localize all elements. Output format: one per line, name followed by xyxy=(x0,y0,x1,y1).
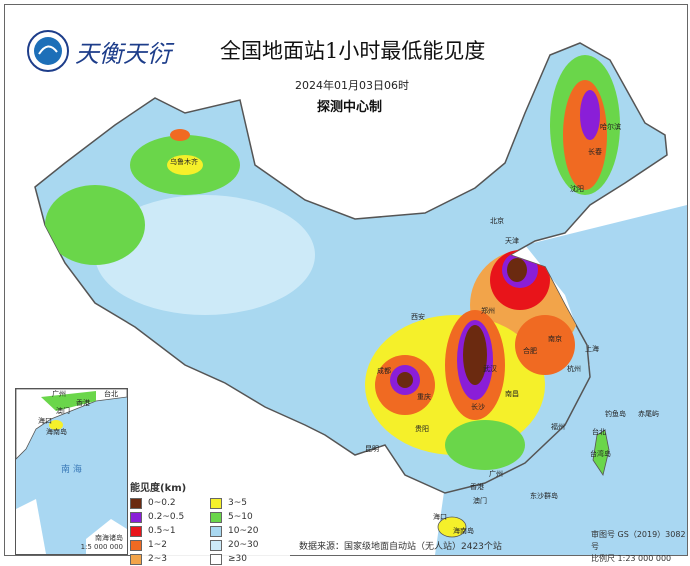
logo-text: 天衡天衍 xyxy=(75,39,171,68)
inset-label: 澳门 xyxy=(56,407,70,415)
legend-item: 10~20 xyxy=(210,524,290,538)
city-label: 东沙群岛 xyxy=(530,492,558,500)
city-label: 台北 xyxy=(592,428,606,436)
city-label: 南昌 xyxy=(505,390,519,398)
legend-label: ≥30 xyxy=(228,554,247,564)
city-label: 西安 xyxy=(411,313,425,321)
hainan-island xyxy=(437,516,467,538)
city-label: 合肥 xyxy=(523,347,537,355)
city-label: 贵阳 xyxy=(415,425,429,433)
legend: 能见度(km) 0~0.2 0.2~0.5 0.5~1 1~2 2~3 3~5 5~10 10… xyxy=(130,479,290,566)
inset-title: 南海诸岛 xyxy=(95,534,123,542)
city-label: 武汉 xyxy=(483,365,497,373)
map-info: 审图号 GS（2019）3082号 比例尺 1:23 000 000 xyxy=(591,529,687,565)
legend-swatch xyxy=(210,511,222,523)
taiwan-island xyxy=(592,429,610,476)
legend-swatch xyxy=(130,525,142,537)
legend-swatch xyxy=(210,525,222,537)
city-label: 赤尾屿 xyxy=(638,410,659,418)
inset-caption: 南海诸岛 1:5 000 000 xyxy=(81,534,123,552)
city-label: 上海 xyxy=(585,345,599,353)
city-label: 乌鲁木齐 xyxy=(170,158,198,166)
city-label: 郑州 xyxy=(481,307,495,315)
legend-swatch xyxy=(210,497,222,509)
legend-label: 0.5~1 xyxy=(148,526,176,536)
city-label: 沈阳 xyxy=(570,185,584,193)
data-source: 数据来源：国家级地面自动站（无人站）2423个站 xyxy=(299,542,502,552)
city-label: 海口 xyxy=(433,513,447,521)
city-label: 杭州 xyxy=(567,365,581,373)
city-label: 南京 xyxy=(548,335,562,343)
city-label: 天津 xyxy=(505,237,519,245)
legend-label: 20~30 xyxy=(228,540,259,550)
city-label: 昆明 xyxy=(365,445,379,453)
visibility-fields xyxy=(45,55,620,470)
city-label: 北京 xyxy=(490,217,504,225)
city-label: 长沙 xyxy=(471,403,485,411)
legend-label: 0~0.2 xyxy=(148,498,176,508)
legend-swatch xyxy=(210,539,222,551)
city-label: 福州 xyxy=(551,423,565,431)
issuer: 探测中心制 xyxy=(317,100,383,115)
legend-label: 2~3 xyxy=(148,554,167,564)
inset-label: 海口 xyxy=(38,417,52,425)
city-label: 哈尔滨 xyxy=(600,123,621,131)
page-title: 全国地面站1小时最低能见度 xyxy=(220,39,486,63)
legend-item: 1~2 xyxy=(130,538,210,552)
inset-label: 香港 xyxy=(76,399,90,407)
logo: 天衡天衍 xyxy=(27,30,171,72)
legend-item: 0.2~0.5 xyxy=(130,510,210,524)
city-label: 台湾岛 xyxy=(590,450,611,458)
legend-item: 0~0.2 xyxy=(130,496,210,510)
legend-label: 0.2~0.5 xyxy=(148,512,185,522)
legend-label: 10~20 xyxy=(228,526,259,536)
city-label: 广州 xyxy=(489,470,503,478)
sea-label: 南 海 xyxy=(61,465,82,475)
approval-number: 审图号 GS（2019）3082号 xyxy=(591,530,686,551)
city-label: 重庆 xyxy=(417,393,431,401)
city-label: 钓鱼岛 xyxy=(605,410,626,418)
legend-swatch xyxy=(130,553,142,565)
legend-item: 3~5 xyxy=(210,496,290,510)
city-label: 长春 xyxy=(588,148,602,156)
legend-swatch xyxy=(130,511,142,523)
map-scale: 比例尺 1:23 000 000 xyxy=(591,554,672,563)
visibility-map xyxy=(5,5,687,555)
south-china-sea-inset: 广州 香港 澳门 海口 海南岛 台北 南 海 南海诸岛 1:5 000 000 xyxy=(15,388,128,555)
logo-emblem-icon xyxy=(27,30,69,72)
legend-label: 1~2 xyxy=(148,540,167,550)
city-label: 海南岛 xyxy=(453,527,474,535)
legend-swatch xyxy=(130,539,142,551)
legend-title: 能见度(km) xyxy=(130,483,187,494)
inset-scale: 1:5 000 000 xyxy=(80,543,123,551)
map-frame: 天衡天衍 全国地面站1小时最低能见度 2024年01月03日06时 探测中心制 … xyxy=(4,4,688,566)
inset-label: 台北 xyxy=(104,390,118,398)
datetime: 2024年01月03日06时 xyxy=(295,79,409,92)
legend-label: 5~10 xyxy=(228,512,253,522)
legend-label: 3~5 xyxy=(228,498,247,508)
inset-label: 广州 xyxy=(52,390,66,398)
inset-map xyxy=(16,389,127,554)
legend-item: 5~10 xyxy=(210,510,290,524)
legend-swatch xyxy=(210,553,222,565)
inset-label: 海南岛 xyxy=(46,428,67,436)
legend-item: 0.5~1 xyxy=(130,524,210,538)
legend-item: 20~30 xyxy=(210,538,290,552)
city-label: 澳门 xyxy=(473,497,487,505)
city-label: 成都 xyxy=(377,367,391,375)
legend-swatch xyxy=(130,497,142,509)
legend-item: 2~3 xyxy=(130,552,210,566)
city-label: 香港 xyxy=(470,483,484,491)
legend-item: ≥30 xyxy=(210,552,290,566)
